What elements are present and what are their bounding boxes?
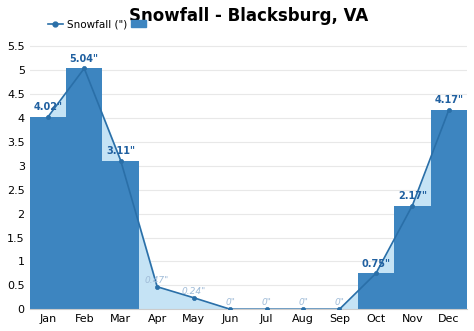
Text: 4.02": 4.02" [33,102,62,112]
Text: 4.17": 4.17" [434,95,463,105]
Text: 5.04": 5.04" [70,54,99,64]
Bar [29,117,66,309]
Legend: Snowfall ("), : Snowfall ("), [44,15,155,33]
Text: 2.17": 2.17" [398,191,427,201]
Text: 0.75": 0.75" [361,259,391,268]
Text: 0": 0" [335,298,345,307]
Bar [102,161,139,309]
Text: 0.47": 0.47" [145,276,169,285]
Bar [394,206,430,309]
Bar [430,110,467,309]
Text: 0": 0" [262,298,272,307]
Text: 0.24": 0.24" [182,287,206,296]
Bar [358,273,394,309]
Title: Snowfall - Blacksburg, VA: Snowfall - Blacksburg, VA [128,7,368,25]
Bar [66,69,102,309]
Text: 0": 0" [225,298,235,307]
Text: 0": 0" [298,298,308,307]
Text: 3.11": 3.11" [106,146,135,156]
